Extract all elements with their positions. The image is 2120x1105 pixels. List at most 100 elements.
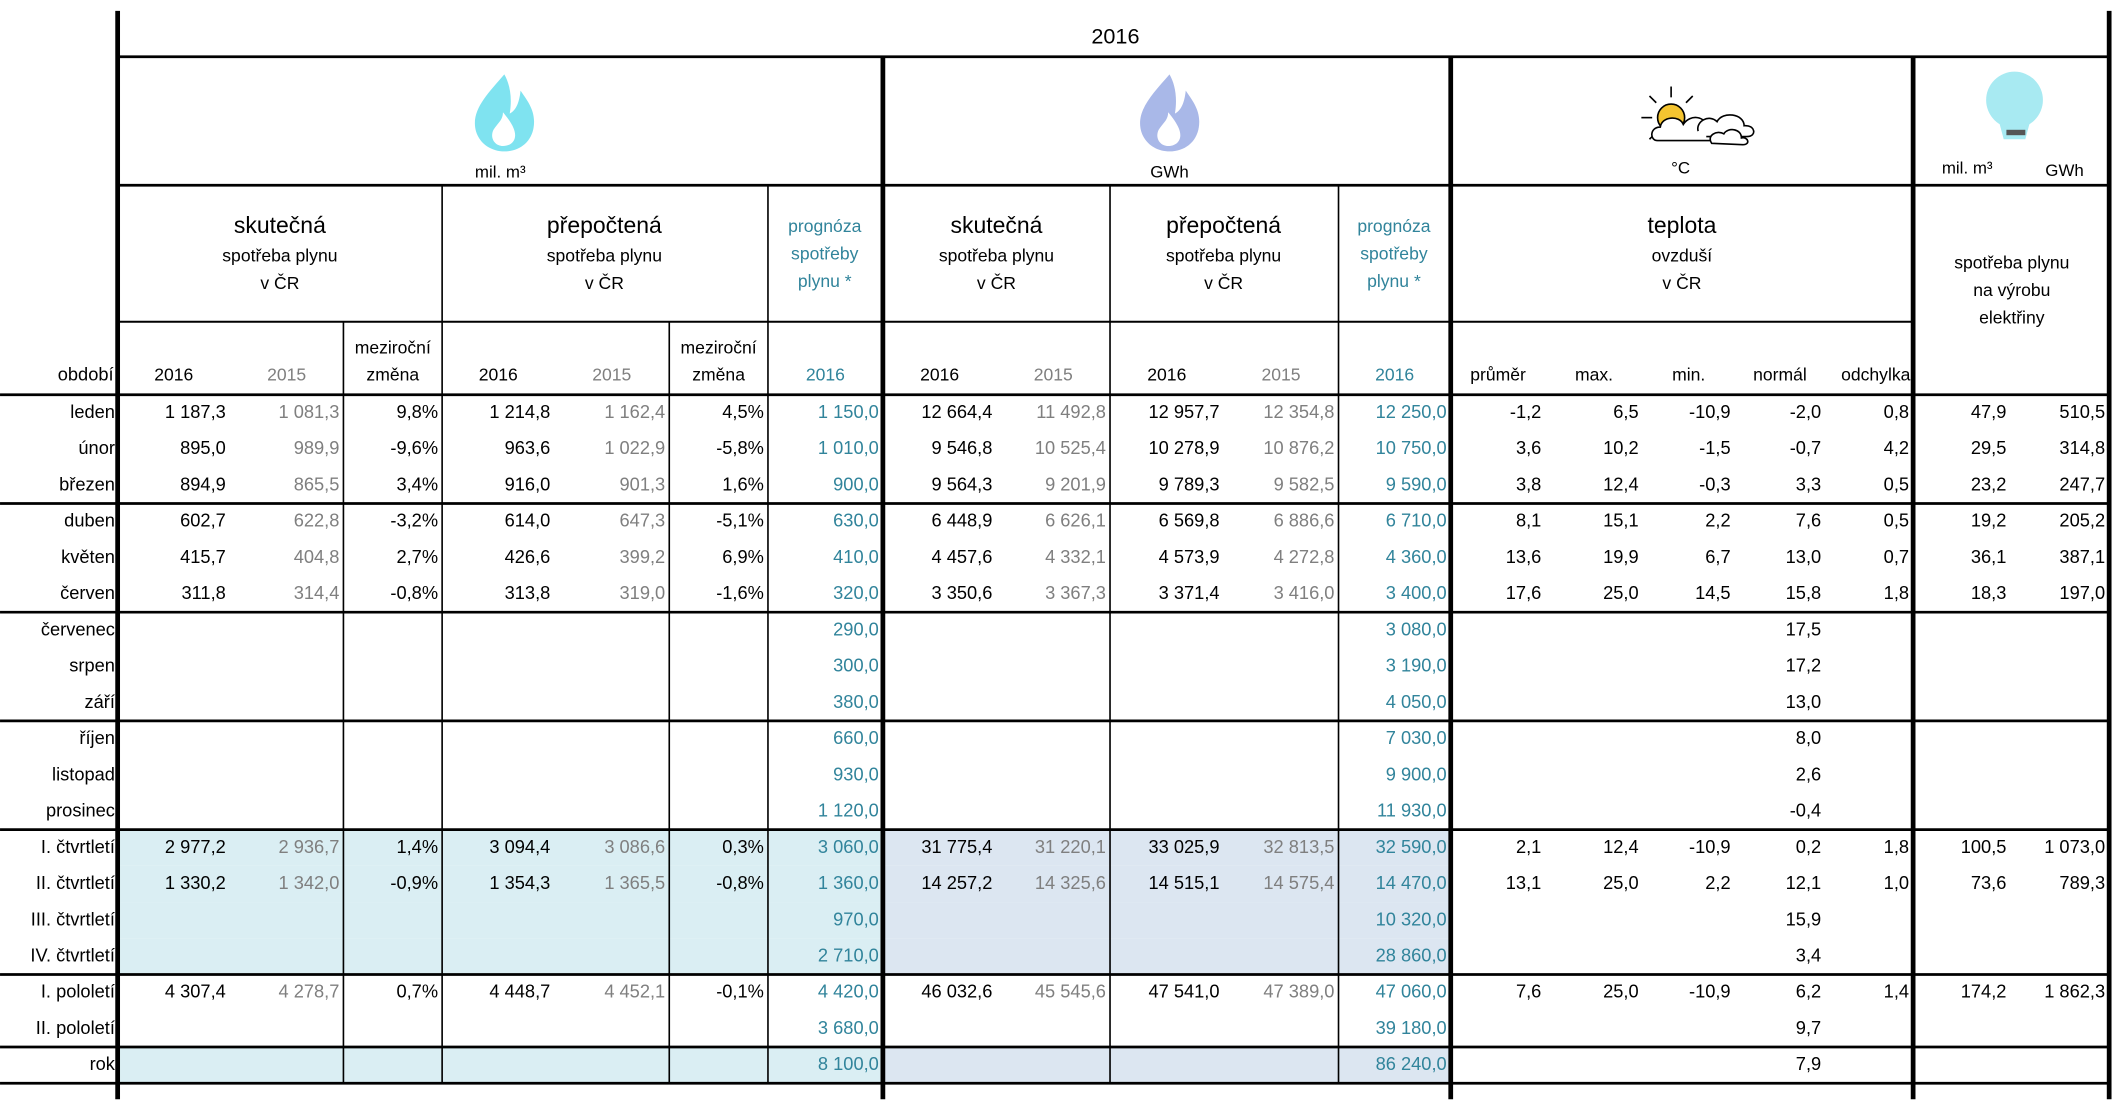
- cell-value: -2,0: [1790, 401, 1821, 422]
- column-header: 2016: [1147, 365, 1186, 385]
- cell-shade: [117, 1047, 883, 1084]
- cell-value: 0,5: [1884, 510, 1909, 531]
- row-label: IV. čtvrtletí: [30, 945, 115, 966]
- cell-value: 3 060,0: [818, 836, 879, 857]
- cell-value: 2,7%: [396, 546, 438, 567]
- group-line: v ČR: [977, 272, 1016, 293]
- cell-value: 410,0: [833, 546, 879, 567]
- cell-value: 86 240,0: [1376, 1053, 1447, 1074]
- cell-value: 3 086,6: [604, 836, 665, 857]
- weather-icon: [1641, 86, 1755, 146]
- cell-value: 319,0: [620, 582, 666, 603]
- cell-value: 1 162,4: [604, 401, 665, 422]
- cell-value: 426,6: [505, 546, 551, 567]
- row-label: duben: [64, 510, 115, 531]
- cell-value: 4 448,7: [489, 981, 550, 1002]
- group-line: plynu *: [798, 271, 852, 291]
- cell-shade: [117, 865, 883, 903]
- group-line: v ČR: [1662, 272, 1701, 293]
- cell-value: 47 389,0: [1263, 981, 1334, 1002]
- cell-shade: [882, 865, 1451, 903]
- cell-value: 11 492,8: [1036, 401, 1106, 422]
- cell-value: 9 201,9: [1045, 473, 1106, 494]
- cell-value: 1 354,3: [489, 872, 550, 893]
- cell-value: 380,0: [833, 691, 879, 712]
- cell-value: 15,9: [1786, 908, 1822, 929]
- cell-value: 6 448,9: [932, 510, 993, 531]
- cell-value: 3,8: [1516, 473, 1541, 494]
- cell-value: -3,2%: [390, 510, 438, 531]
- cell-value: 3,4%: [396, 473, 438, 494]
- row-label: únor: [78, 437, 115, 458]
- cell-value: 205,2: [2059, 510, 2105, 531]
- cell-value: 7,9: [1796, 1053, 1821, 1074]
- cell-value: 602,7: [180, 510, 226, 531]
- cell-value: 9 582,5: [1274, 473, 1335, 494]
- cell-value: 900,0: [833, 473, 879, 494]
- cell-value: 630,0: [833, 510, 879, 531]
- cell-value: -0,1%: [716, 981, 764, 1002]
- cell-value: 197,0: [2059, 582, 2105, 603]
- group-line: spotřeba plynu: [1954, 252, 2069, 272]
- cell-value: -9,6%: [390, 437, 438, 458]
- column-header: meziroční: [355, 337, 431, 357]
- group-line: spotřeba plynu: [939, 246, 1054, 266]
- group-title: teplota: [1647, 212, 1716, 238]
- cell-value: 6 569,8: [1159, 510, 1220, 531]
- cell-value: 12 250,0: [1376, 401, 1447, 422]
- cell-value: 510,5: [2059, 401, 2105, 422]
- cell-value: 3,3: [1796, 473, 1821, 494]
- cell-value: 39 180,0: [1376, 1017, 1447, 1038]
- cell-shade: [117, 829, 883, 866]
- cell-value: 14 325,6: [1035, 872, 1106, 893]
- cell-value: 970,0: [833, 908, 879, 929]
- cell-value: 0,7%: [396, 981, 438, 1002]
- cell-value: 3 400,0: [1386, 582, 1447, 603]
- cell-value: 4 573,9: [1159, 546, 1220, 567]
- row-label: říjen: [79, 727, 115, 748]
- cell-value: 4,2: [1884, 437, 1909, 458]
- group-line: ovzduší: [1652, 246, 1713, 266]
- cell-value: 14 257,2: [921, 872, 992, 893]
- cell-value: 7 030,0: [1386, 727, 1447, 748]
- cell-value: 14,5: [1695, 582, 1731, 603]
- cell-value: 100,5: [1961, 836, 2007, 857]
- cell-value: 1 187,3: [165, 401, 226, 422]
- cell-value: 7,6: [1796, 510, 1821, 531]
- cell-value: 0,8: [1884, 401, 1909, 422]
- cell-value: 4 332,1: [1045, 546, 1106, 567]
- cell-value: 2,2: [1705, 872, 1730, 893]
- cell-value: 12 664,4: [921, 401, 992, 422]
- row-label: září: [85, 691, 115, 712]
- unit-label: GWh: [2045, 161, 2083, 180]
- cell-value: 14 470,0: [1376, 872, 1447, 893]
- cell-value: 916,0: [505, 473, 551, 494]
- cell-value: 8,0: [1796, 727, 1821, 748]
- cell-shade: [117, 938, 883, 975]
- cell-value: 31 220,1: [1035, 836, 1106, 857]
- cell-value: 17,5: [1786, 618, 1822, 639]
- column-header: max.: [1575, 365, 1613, 385]
- cell-value: 12,1: [1786, 872, 1822, 893]
- cell-value: 1 022,9: [604, 437, 665, 458]
- cell-value: 7,6: [1516, 981, 1541, 1002]
- cell-value: 6,2: [1796, 981, 1821, 1002]
- cell-value: 614,0: [505, 510, 551, 531]
- cell-value: 1 342,0: [278, 872, 339, 893]
- cell-value: 865,5: [294, 473, 340, 494]
- column-header: 2016: [1375, 365, 1414, 385]
- cell-value: 314,8: [2059, 437, 2105, 458]
- row-label: II. pololetí: [36, 1017, 115, 1038]
- cell-value: 28 860,0: [1376, 945, 1447, 966]
- cell-value: -5,1%: [716, 510, 764, 531]
- group-line: spotřeba plynu: [222, 246, 337, 266]
- cell-value: 8,1: [1516, 510, 1541, 531]
- cell-value: 19,2: [1971, 510, 2007, 531]
- group-line: v ČR: [260, 272, 299, 293]
- row-label: leden: [70, 401, 115, 422]
- cell-value: 45 545,6: [1035, 981, 1106, 1002]
- cell-shade: [882, 902, 1451, 939]
- cell-value: 2,6: [1796, 763, 1821, 784]
- cell-value: -10,9: [1689, 401, 1731, 422]
